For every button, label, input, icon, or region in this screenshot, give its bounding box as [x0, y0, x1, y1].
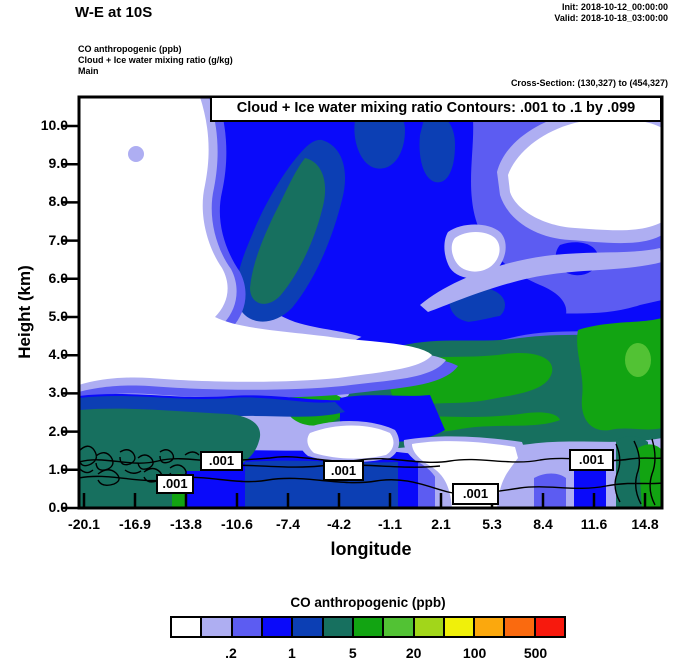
colorbar-cell: [232, 618, 263, 636]
x-tick-label: 8.4: [533, 516, 553, 532]
y-tick-label: 9.0: [48, 155, 68, 172]
x-tick-label: -7.4: [275, 516, 301, 532]
y-tick-label: 5.0: [48, 308, 68, 324]
cross-section-coords: Cross-Section: (130,327) to (454,327): [510, 78, 668, 88]
y-tick-label: 7.0: [48, 231, 68, 248]
fill-region: [250, 158, 326, 304]
y-tick-label: 1.0: [48, 460, 68, 477]
fill-region: [307, 425, 394, 459]
colorbar-cell: [505, 618, 536, 636]
overlay-field-name: Cloud + Ice water mixing ratio (g/kg): [78, 55, 233, 65]
contour-label: .001: [452, 483, 499, 505]
colorbar-cell: [172, 618, 203, 636]
colorbar-cell: [262, 618, 294, 636]
init-time: Init: 2018-10-12_00:00:00: [561, 2, 668, 12]
fill-field-name: CO anthropogenic (ppb): [78, 44, 182, 54]
colorbar-tick-label: .2: [225, 645, 237, 661]
y-tick-label: 0.0: [48, 499, 68, 515]
fill-region: [419, 113, 455, 183]
colorbar-cell: [323, 618, 354, 636]
fill-region: [534, 473, 566, 508]
colorbar-cell: [535, 618, 565, 636]
y-tick-label: 8.0: [48, 193, 68, 210]
colorbar-tick-label: 500: [523, 645, 548, 661]
x-axis-labels: -20.1 -16.9 -13.8 -10.6 -7.4 -4.2 -1.1 2.1 5.3 8.…: [0, 516, 674, 536]
fill-region: [451, 232, 500, 272]
colorbar-cell: [384, 618, 415, 636]
y-axis-labels: 10.0 9.0 8.0 7.0 6.0 5.0 4.0 3.0 2.0 1.0 0.0: [0, 0, 70, 530]
fill-region: [577, 318, 662, 431]
x-tick-label: -1.1: [377, 516, 403, 532]
x-tick-label: -16.9: [119, 516, 151, 532]
colorbar: [170, 616, 566, 638]
y-tick-label: 3.0: [48, 384, 68, 401]
colorbar-tick-label: 100: [462, 645, 487, 661]
contour-label: .001: [156, 474, 194, 494]
fill-region: [420, 248, 662, 312]
colorbar-cell: [353, 618, 385, 636]
colorbar-tick-label: 5: [348, 645, 357, 661]
colorbar-cell: [293, 618, 324, 636]
fill-region: [638, 444, 662, 508]
x-axis-title: longitude: [330, 539, 412, 559]
fill-region: [79, 97, 432, 385]
x-axis-tick-marks: [82, 493, 647, 507]
page-title: W-E at 10S: [75, 4, 153, 21]
field-meta: CO anthropogenic (ppb) Cloud + Ice water…: [78, 44, 233, 77]
contour-label: .001: [200, 451, 243, 471]
colorbar-tick-label: 1: [287, 645, 296, 661]
y-tick-label: 2.0: [48, 422, 68, 439]
x-tick-label: -10.6: [221, 516, 253, 532]
y-tick-label: 10.0: [40, 117, 68, 133]
run-times: Init: 2018-10-12_00:00:00 Valid: 2018-10…: [554, 2, 668, 24]
fill-region: [508, 118, 662, 231]
fill-region: [245, 460, 398, 508]
x-tick-label: 11.6: [580, 516, 608, 532]
colorbar-tick-label: 20: [405, 645, 422, 661]
plot-inner-title: Cloud + Ice water mixing ratio Contours:…: [210, 96, 662, 122]
co-fill-regions: [79, 97, 662, 508]
x-tick-label: 14.8: [631, 516, 659, 532]
colorbar-cell: [414, 618, 445, 636]
valid-time: Valid: 2018-10-18_03:00:00: [554, 13, 668, 23]
colorbar-cell: [444, 618, 476, 636]
y-axis-tick-marks: [61, 124, 78, 510]
fill-region: [79, 408, 261, 508]
x-tick-label: -4.2: [326, 516, 352, 532]
fill-region: [128, 146, 144, 162]
domain-name: Main: [78, 66, 99, 76]
y-tick-label: 4.0: [48, 346, 68, 363]
x-tick-label: -20.1: [68, 516, 100, 532]
y-tick-label: 6.0: [48, 269, 68, 286]
y-axis-title: Height (km): [15, 265, 34, 359]
fill-region: [352, 300, 662, 353]
contour-label: .001: [323, 460, 364, 481]
x-tick-label: 5.3: [482, 516, 502, 532]
contour-label: .001: [569, 449, 614, 471]
colorbar-cell: [202, 618, 233, 636]
x-tick-label: 2.1: [431, 516, 451, 532]
colorbar-cell: [475, 618, 506, 636]
colorbar-title: CO anthropogenic (ppb): [290, 595, 446, 610]
fill-region: [625, 343, 651, 377]
x-tick-label: -13.8: [170, 516, 202, 532]
